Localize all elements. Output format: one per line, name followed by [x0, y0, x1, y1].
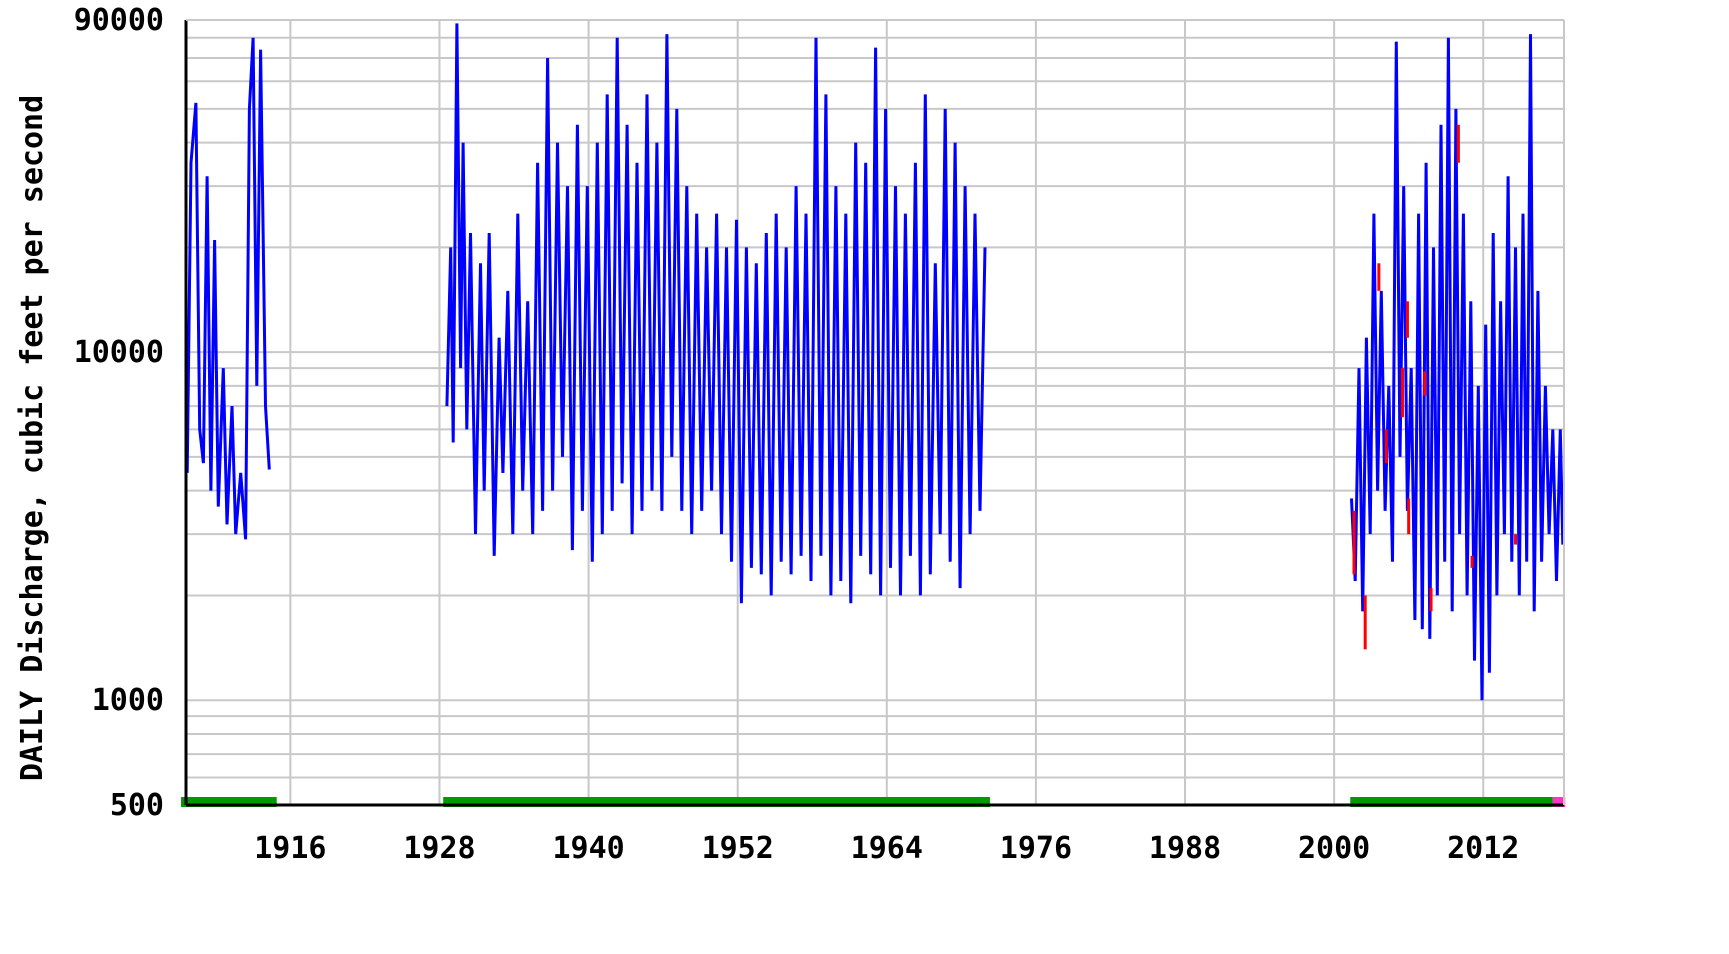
x-tick-label: 1952 [702, 831, 774, 866]
x-tick-label: 1940 [552, 831, 624, 866]
x-tick-label: 1976 [1000, 831, 1072, 866]
y-tick-label: 10000 [74, 335, 164, 370]
x-tick-label: 1988 [1149, 831, 1221, 866]
y-tick-label: 90000 [74, 3, 164, 38]
x-tick-labels: 1916 1928 1940 1952 1964 1976 1988 2000 2012 [254, 831, 1519, 866]
series-segment [185, 37, 271, 540]
x-tick-label: 2000 [1298, 831, 1370, 866]
series-segment [445, 23, 987, 604]
x-tick-label: 1964 [851, 831, 923, 866]
period-bar-provisional [1552, 797, 1566, 807]
period-bar-approved [1350, 797, 1553, 807]
x-tick-label: 1916 [254, 831, 326, 866]
plot-frame [184, 19, 1565, 807]
y-tick-label: 1000 [92, 683, 164, 718]
y-tick-label: 500 [110, 788, 164, 823]
estimated-marks [1352, 124, 1518, 650]
x-tick-label: 1928 [403, 831, 475, 866]
x-tick-label: 2012 [1447, 831, 1519, 866]
period-bar-approved [181, 797, 277, 807]
y-axis-title: DAILY Discharge, cubic feet per second [15, 95, 50, 781]
y-tick-labels: 90000 10000 1000 500 [74, 3, 164, 823]
period-bars [181, 797, 1566, 807]
period-bar-approved [443, 797, 990, 807]
